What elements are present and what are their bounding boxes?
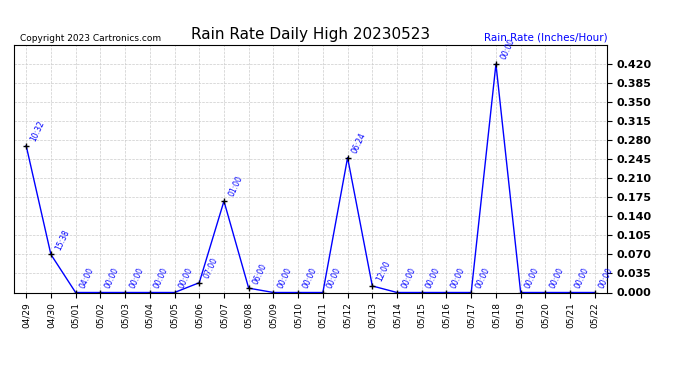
Text: 00:00: 00:00 bbox=[128, 266, 146, 290]
Text: 00:00: 00:00 bbox=[524, 266, 541, 290]
Text: 06:24: 06:24 bbox=[351, 131, 368, 155]
Text: 01:00: 01:00 bbox=[227, 175, 244, 198]
Text: Copyright 2023 Cartronics.com: Copyright 2023 Cartronics.com bbox=[20, 33, 161, 42]
Text: 00:00: 00:00 bbox=[103, 266, 121, 290]
Text: 06:00: 06:00 bbox=[251, 262, 269, 285]
Text: 00:00: 00:00 bbox=[573, 266, 591, 290]
Text: 04:00: 04:00 bbox=[79, 266, 96, 290]
Text: 00:00: 00:00 bbox=[301, 266, 318, 290]
Text: 00:00: 00:00 bbox=[548, 266, 566, 290]
Text: 00:00: 00:00 bbox=[598, 266, 615, 290]
Title: Rain Rate Daily High 20230523: Rain Rate Daily High 20230523 bbox=[191, 27, 430, 42]
Text: 00:00: 00:00 bbox=[499, 38, 516, 61]
Text: 00:00: 00:00 bbox=[152, 266, 170, 290]
Text: 00:00: 00:00 bbox=[326, 266, 343, 290]
Text: 07:00: 07:00 bbox=[202, 256, 219, 280]
Text: 00:00: 00:00 bbox=[424, 266, 442, 290]
Text: Rain Rate (Inches/Hour): Rain Rate (Inches/Hour) bbox=[484, 33, 607, 42]
Text: 00:00: 00:00 bbox=[400, 266, 417, 290]
Text: 00:00: 00:00 bbox=[449, 266, 466, 290]
Text: 12:00: 12:00 bbox=[375, 260, 393, 283]
Text: 00:00: 00:00 bbox=[474, 266, 491, 290]
Text: 00:00: 00:00 bbox=[276, 266, 294, 290]
Text: 00:00: 00:00 bbox=[177, 266, 195, 290]
Text: 10:32: 10:32 bbox=[29, 119, 46, 143]
Text: 15:38: 15:38 bbox=[54, 228, 71, 252]
